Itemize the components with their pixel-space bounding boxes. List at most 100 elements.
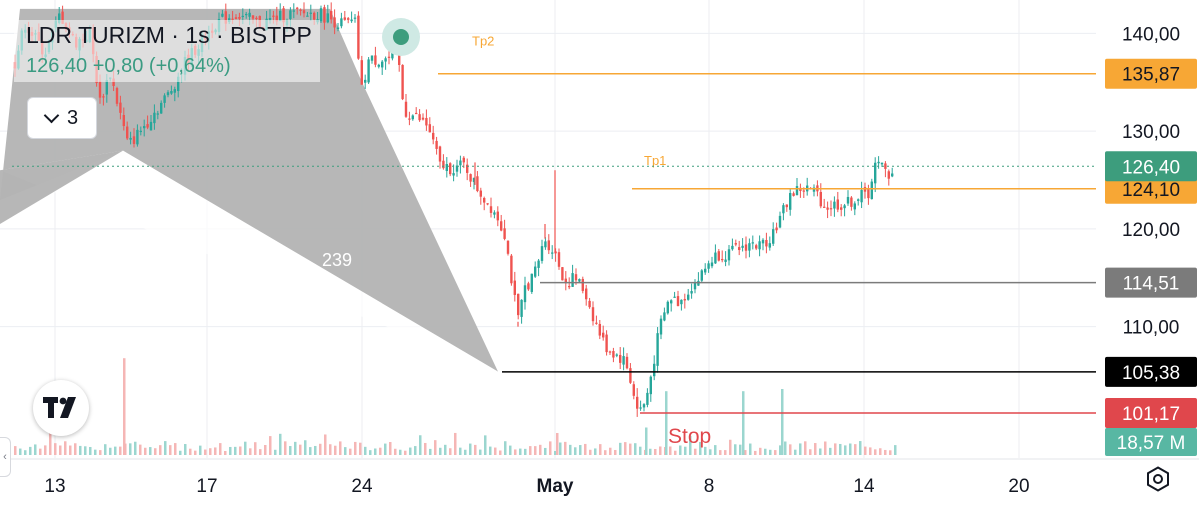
volume-bar: [749, 443, 752, 455]
volume-bar: [224, 450, 227, 455]
volume-bar: [279, 433, 282, 455]
candle: [353, 14, 357, 23]
candle-body: [333, 17, 336, 28]
candle: [782, 203, 785, 221]
candle: [673, 291, 676, 298]
candle-body: [874, 162, 877, 184]
volume-bar: [669, 446, 672, 455]
candle-body: [105, 79, 108, 95]
candle-body: [469, 174, 472, 182]
candle-body: [581, 278, 584, 291]
candle-body: [642, 404, 646, 408]
candle-body: [136, 129, 139, 145]
candle-body: [122, 115, 125, 127]
candle-body: [595, 322, 598, 324]
volume-bar: [123, 358, 126, 455]
volume-bar: [819, 448, 822, 455]
candle: [292, 3, 295, 19]
studies-toggle-button[interactable]: 3: [27, 97, 97, 139]
symbol-legend[interactable]: LDR TURIZM · 1s · BISTPP 126,40 +0,80 (+…: [14, 20, 320, 82]
candle: [143, 119, 146, 137]
candle-body: [234, 17, 238, 20]
candle: [761, 238, 765, 251]
volume-bar: [564, 441, 567, 455]
candle-body: [493, 212, 496, 215]
level-tag: [1105, 58, 1197, 89]
candle-body: [891, 173, 894, 177]
candle-body: [489, 206, 493, 213]
candle: [714, 244, 717, 264]
tradingview-logo-icon[interactable]: [33, 380, 89, 436]
volume-bar: [499, 450, 502, 455]
candle-body: [802, 190, 805, 192]
candle-body: [887, 171, 890, 179]
candle: [493, 210, 496, 219]
level-lines[interactable]: 135,87 124,10 114,51 105,38 101,17 Tp2 Tp1 Stop: [438, 34, 1197, 448]
candle: [806, 177, 809, 196]
volume-bar: [739, 444, 742, 455]
volume-bar: [469, 443, 472, 455]
volume-bar: [804, 441, 807, 455]
candle: [717, 248, 720, 262]
candle-body: [506, 240, 510, 254]
settings-button[interactable]: [1142, 463, 1174, 495]
level-tag-value: 105,38: [1122, 363, 1180, 384]
candle-body: [156, 113, 159, 115]
candle-body: [112, 78, 115, 87]
volume-bar: [79, 445, 82, 455]
volume-bar: [324, 434, 327, 455]
volume-bar: [39, 448, 42, 455]
candle-body: [625, 356, 629, 369]
candle: [129, 131, 132, 145]
candle-body: [751, 242, 754, 244]
volume-bar: [364, 446, 367, 455]
candle: [102, 93, 105, 106]
symbol-title[interactable]: LDR TURIZM · 1s · BISTPP: [26, 22, 312, 48]
candle-body: [843, 205, 846, 209]
candle-body: [680, 299, 683, 305]
volume-bar: [274, 449, 277, 455]
candle-body: [126, 126, 129, 139]
candle-body: [510, 255, 513, 284]
candle: [401, 64, 404, 101]
tp1-label: Tp1: [644, 153, 666, 168]
candle: [360, 55, 363, 85]
volume-bar: [589, 449, 592, 455]
volume-bar: [194, 450, 197, 455]
candle-body: [785, 204, 788, 208]
volume-bar: [184, 444, 187, 455]
candle-body: [143, 126, 146, 129]
candle-body: [544, 241, 547, 248]
candle-body: [302, 10, 306, 14]
candle: [421, 113, 425, 121]
candle-body: [534, 266, 537, 277]
candle: [653, 355, 656, 381]
candle-body: [255, 17, 258, 20]
candle-body: [540, 246, 544, 261]
candle: [731, 238, 734, 251]
candle-body: [731, 245, 734, 250]
candle-body: [663, 312, 666, 321]
volume-bar: [219, 443, 222, 455]
candle-body: [557, 252, 561, 267]
volume-bar: [259, 449, 262, 455]
candle-body: [129, 137, 132, 140]
candle: [758, 235, 761, 257]
candle: [347, 16, 350, 24]
candle: [795, 178, 799, 196]
volume-bar: [624, 442, 627, 455]
volume-bar: [504, 441, 507, 455]
x-tick-label: May: [537, 476, 574, 497]
volume-bar: [684, 446, 687, 455]
volume-bar: [474, 444, 477, 455]
candle: [517, 293, 520, 320]
volume-bar: [429, 448, 432, 455]
volume-bar: [154, 448, 157, 455]
candle: [449, 162, 452, 177]
side-panel-handle[interactable]: ‹: [0, 437, 11, 477]
candle: [768, 236, 771, 251]
candle: [520, 299, 523, 324]
volume-bar: [556, 433, 559, 455]
pattern-ratio-label: 239: [322, 250, 352, 270]
